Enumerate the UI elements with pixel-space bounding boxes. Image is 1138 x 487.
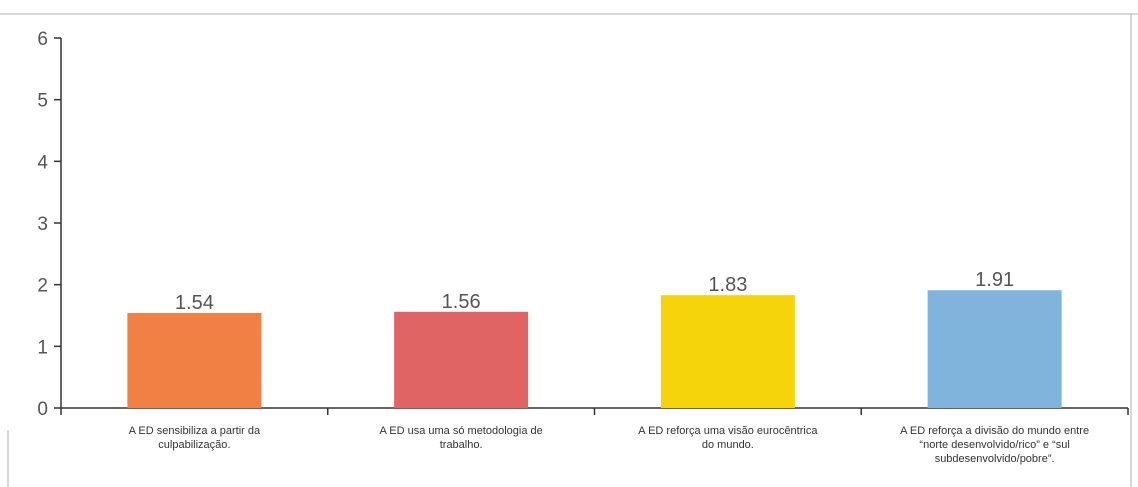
x-category-label-line: A ED reforça uma visão eurocêntrica [638, 425, 818, 437]
category-labels: A ED sensibiliza a partir da culpabilizaç… [129, 425, 1089, 465]
y-tick-label: 5 [37, 91, 48, 112]
data-label: 1.56 [442, 291, 481, 313]
data-label: 1.91 [975, 269, 1014, 291]
y-tick-label: 6 [37, 29, 48, 50]
bar [927, 290, 1062, 408]
x-category-label: A ED reforça a divisão do mundo entre “no… [900, 425, 1089, 465]
y-tick-label: 4 [37, 152, 48, 173]
data-labels: 1.54 1.56 1.83 1.91 [175, 269, 1014, 314]
bar [127, 313, 262, 408]
x-axis [60, 407, 1129, 415]
x-category-label: A ED sensibiliza a partir da culpabilizaç… [129, 425, 261, 451]
x-category-label: A ED reforça uma visão eurocêntrica do mu… [638, 425, 818, 451]
bar [394, 311, 529, 408]
x-category-label-line: A ED sensibiliza a partir da [129, 425, 261, 437]
x-category-label: A ED usa uma só metodologia de trabalho. [379, 425, 542, 451]
y-axis: 0 1 2 3 4 5 6 [37, 29, 62, 420]
y-tick-label: 2 [37, 276, 48, 297]
bars [127, 290, 1062, 408]
x-category-label-line: culpabilização. [158, 439, 230, 451]
data-label: 1.83 [708, 274, 747, 296]
x-category-label-line: A ED usa uma só metodologia de [379, 425, 542, 437]
x-category-label-line: trabalho. [440, 439, 483, 451]
y-tick-label: 1 [37, 337, 48, 358]
x-category-label-line: subdesenvolvido/pobre”. [935, 453, 1055, 465]
y-tick-label: 3 [37, 214, 48, 235]
data-label: 1.54 [175, 292, 214, 314]
bar [660, 295, 795, 408]
x-category-label-line: A ED reforça a divisão do mundo entre [900, 425, 1089, 437]
x-category-label-line: do mundo. [702, 439, 754, 451]
y-tick-label: 0 [37, 399, 48, 420]
x-category-label-line: “norte desenvolvido/rico” e “sul [919, 439, 1069, 451]
